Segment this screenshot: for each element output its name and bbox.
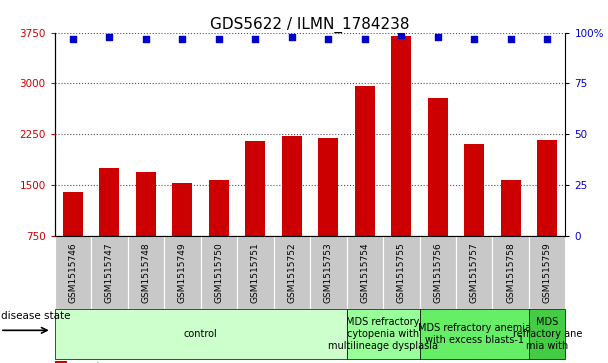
Bar: [347, 309, 420, 359]
Bar: [427, 98, 447, 287]
Point: [360, 36, 370, 42]
Point: [68, 36, 78, 42]
Point: [105, 34, 114, 40]
Bar: [99, 168, 119, 287]
Bar: [492, 236, 529, 309]
Bar: [55, 236, 91, 309]
Point: [469, 36, 479, 42]
Point: [323, 36, 333, 42]
Text: GSM1515753: GSM1515753: [324, 242, 333, 303]
Text: MDS refractory anemia
with excess blasts-1: MDS refractory anemia with excess blasts…: [418, 323, 531, 345]
Bar: [245, 141, 265, 287]
Bar: [529, 236, 565, 309]
Bar: [201, 236, 237, 309]
Text: disease state: disease state: [1, 311, 70, 321]
Text: MDS refractory
cytopenia with
multilineage dysplasia: MDS refractory cytopenia with multilinea…: [328, 317, 438, 351]
Text: GSM1515748: GSM1515748: [142, 242, 150, 303]
Point: [250, 36, 260, 42]
Bar: [456, 236, 492, 309]
Bar: [91, 236, 128, 309]
Text: MDS
refractory ane
mia with: MDS refractory ane mia with: [513, 317, 582, 351]
Bar: [464, 144, 484, 287]
Text: GSM1515746: GSM1515746: [69, 242, 77, 303]
Bar: [354, 86, 375, 287]
Bar: [537, 140, 558, 287]
Bar: [318, 138, 338, 287]
Point: [214, 36, 224, 42]
Bar: [274, 236, 310, 309]
Bar: [500, 180, 520, 287]
Bar: [136, 172, 156, 287]
Bar: [164, 236, 201, 309]
Text: GSM1515759: GSM1515759: [543, 242, 551, 303]
Text: GSM1515755: GSM1515755: [397, 242, 406, 303]
Point: [141, 36, 151, 42]
Bar: [383, 236, 420, 309]
Bar: [420, 309, 529, 359]
Bar: [420, 236, 456, 309]
Point: [433, 34, 443, 40]
Text: GSM1515749: GSM1515749: [178, 242, 187, 303]
Text: GSM1515752: GSM1515752: [288, 242, 296, 303]
Bar: [310, 236, 347, 309]
Bar: [237, 236, 274, 309]
Point: [542, 36, 552, 42]
Bar: [209, 180, 229, 287]
Bar: [63, 192, 83, 287]
Bar: [529, 309, 565, 359]
Bar: [55, 361, 67, 363]
Point: [287, 34, 297, 40]
Text: GSM1515751: GSM1515751: [251, 242, 260, 303]
Text: GSM1515758: GSM1515758: [506, 242, 515, 303]
Bar: [55, 309, 347, 359]
Bar: [391, 36, 411, 287]
Point: [178, 36, 187, 42]
Bar: [128, 236, 164, 309]
Point: [506, 36, 516, 42]
Bar: [282, 136, 302, 287]
Text: GSM1515756: GSM1515756: [434, 242, 442, 303]
Title: GDS5622 / ILMN_1784238: GDS5622 / ILMN_1784238: [210, 16, 410, 33]
Text: GSM1515750: GSM1515750: [215, 242, 223, 303]
Bar: [173, 183, 192, 287]
Text: GSM1515757: GSM1515757: [470, 242, 478, 303]
Text: GSM1515754: GSM1515754: [361, 242, 369, 303]
Text: control: control: [184, 329, 218, 339]
Point: [396, 32, 406, 38]
Text: count: count: [72, 362, 101, 363]
Text: GSM1515747: GSM1515747: [105, 242, 114, 303]
Bar: [347, 236, 383, 309]
